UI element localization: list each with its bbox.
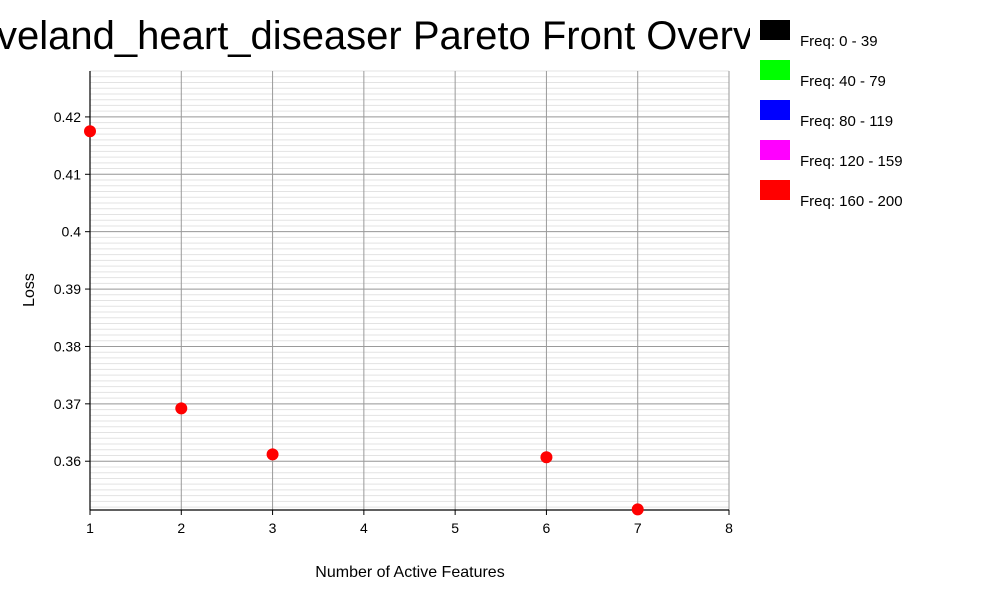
legend-item: Freq: 120 - 159: [760, 140, 960, 180]
legend-swatch: [760, 140, 790, 160]
legend-item: Freq: 40 - 79: [760, 60, 960, 100]
legend-label: Freq: 80 - 119: [800, 113, 894, 130]
legend-swatch: [760, 60, 790, 80]
x-tick-label: 6: [543, 520, 551, 536]
data-point: [540, 451, 553, 464]
y-tick-label: 0.41: [54, 166, 81, 182]
x-tick-label: 3: [269, 520, 277, 536]
legend-label: Freq: 0 - 39: [800, 33, 878, 50]
data-point: [631, 503, 644, 516]
data-point: [84, 125, 96, 138]
legend-label: Freq: 160 - 200: [800, 193, 903, 210]
y-tick-label: 0.38: [54, 338, 81, 354]
x-tick-label: 8: [725, 520, 733, 536]
data-points: [84, 125, 644, 516]
axes: [85, 71, 730, 515]
y-tick-label: 0.4: [62, 224, 82, 240]
x-tick-label: 1: [86, 520, 94, 536]
y-tick-label: 0.37: [54, 396, 81, 412]
chart-title-container: Cleveland_heart_diseaser Pareto Front Ov…: [0, 0, 750, 70]
legend-swatch: [760, 20, 790, 40]
data-point: [266, 448, 279, 461]
data-point: [175, 402, 188, 415]
y-tick-label: 0.36: [54, 453, 81, 469]
legend-swatch: [760, 180, 790, 200]
x-tick-label: 4: [360, 520, 368, 536]
x-tick-label: 7: [634, 520, 642, 536]
y-tick-label: 0.39: [54, 281, 81, 297]
x-axis-label: Number of Active Features: [315, 564, 504, 581]
legend-label: Freq: 40 - 79: [800, 73, 886, 90]
y-axis-label: Loss: [21, 273, 38, 307]
legend-item: Freq: 0 - 39: [760, 20, 960, 60]
x-tick-label: 5: [451, 520, 459, 536]
legend-swatch: [760, 100, 790, 120]
chart-title: Cleveland_heart_diseaser Pareto Front Ov…: [0, 14, 750, 58]
x-tick-label: 2: [177, 520, 185, 536]
legend-item: Freq: 160 - 200: [760, 180, 960, 220]
legend-label: Freq: 120 - 159: [800, 153, 903, 170]
y-tick-label: 0.42: [54, 109, 81, 125]
legend-item: Freq: 80 - 119: [760, 100, 960, 140]
tick-labels: 0.36 0.37 0.38 0.39 0.4 0.41 0.42 1 2 3 4 5 6 7 8: [54, 109, 733, 536]
